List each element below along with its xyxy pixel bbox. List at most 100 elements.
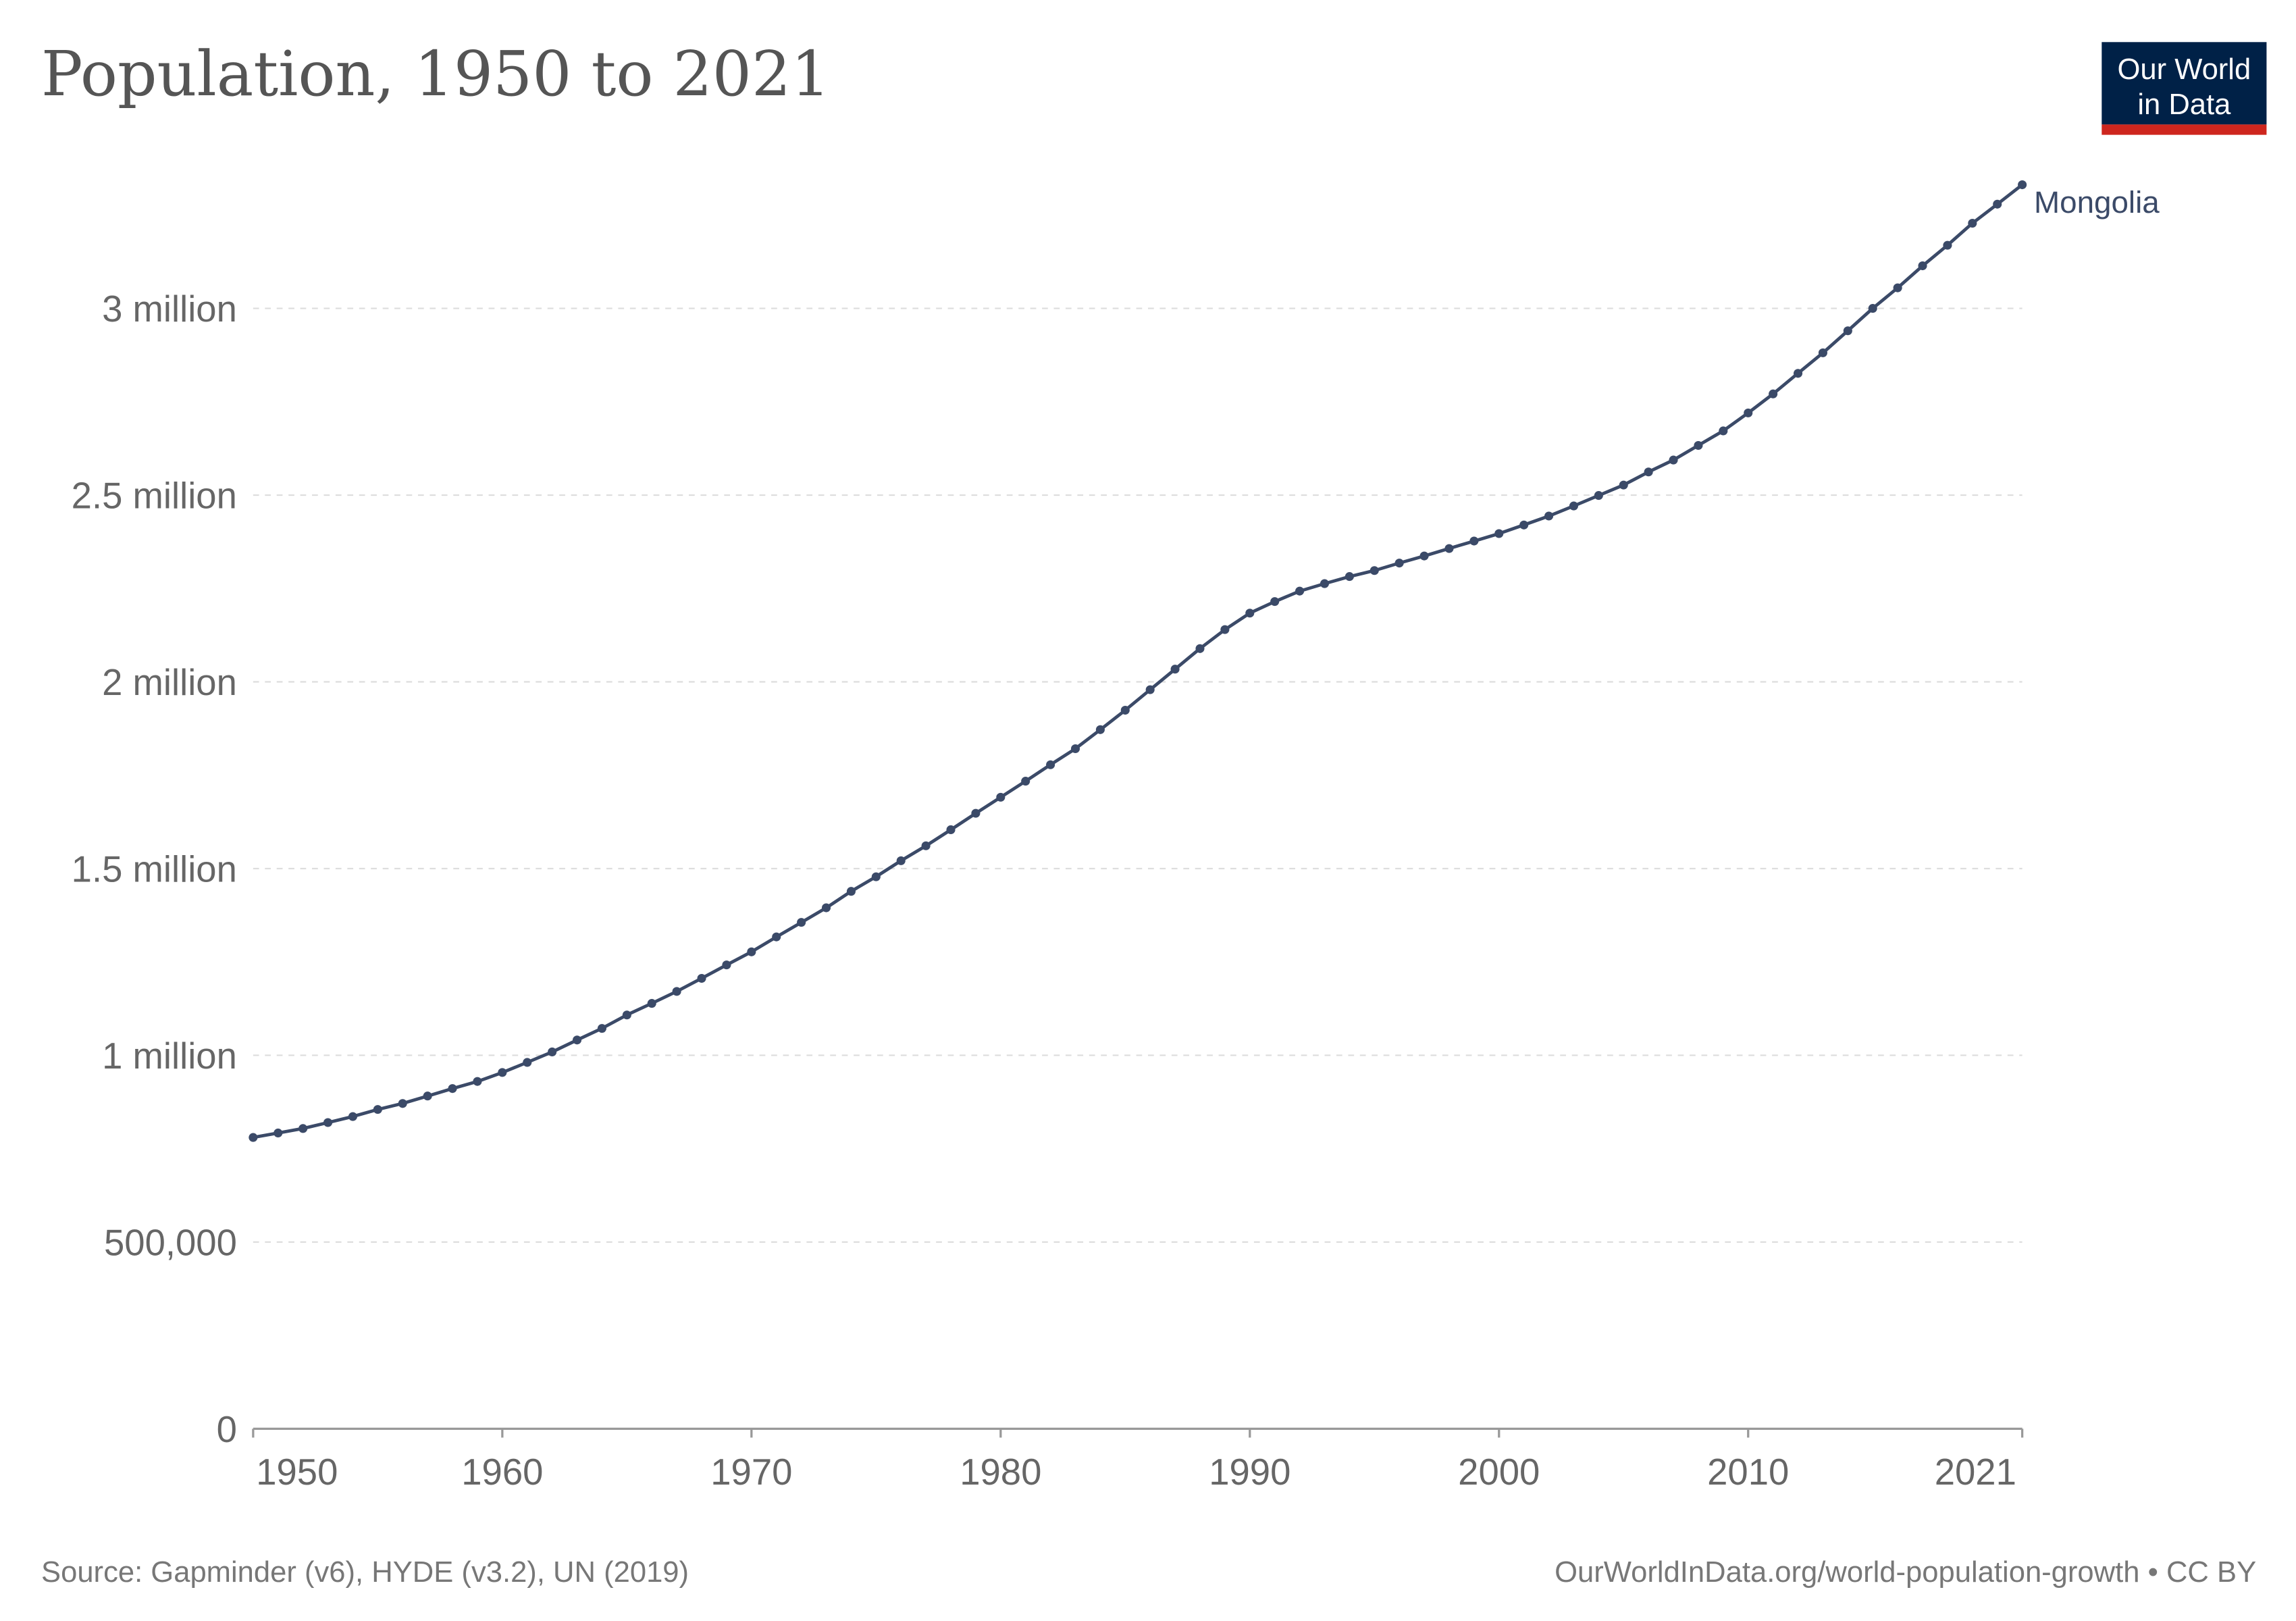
data-point (298, 1124, 308, 1133)
series-label: Mongolia (2034, 185, 2160, 220)
data-point (1369, 566, 1379, 575)
data-point (1769, 389, 1778, 398)
y-tick-label: 1.5 million (72, 849, 237, 890)
data-point (1968, 218, 1977, 228)
data-point (1320, 579, 1330, 588)
chart-title: Population, 1950 to 2021 (41, 38, 830, 110)
data-point (2018, 180, 2027, 190)
data-point (1943, 240, 1952, 250)
data-point (1046, 760, 1055, 769)
data-point (921, 841, 931, 850)
data-point (1095, 725, 1105, 734)
data-point (398, 1099, 407, 1108)
data-point (1519, 520, 1529, 530)
data-point (1195, 644, 1205, 653)
data-point (597, 1024, 606, 1033)
y-gridlines (253, 307, 2023, 1243)
data-point (1469, 536, 1479, 546)
data-point (797, 918, 806, 927)
data-point (1644, 467, 1653, 477)
data-point (1893, 283, 1902, 292)
data-point (1170, 665, 1180, 674)
data-point (1220, 625, 1230, 634)
data-point (1345, 572, 1354, 582)
data-point (1245, 609, 1255, 618)
data-point (1818, 348, 1827, 357)
data-point (1544, 511, 1554, 521)
data-point (1669, 455, 1678, 465)
x-tick-label: 2000 (1458, 1451, 1540, 1493)
data-point (1494, 529, 1504, 538)
data-point (672, 987, 681, 996)
owid-logo[interactable]: Our World in Data (2102, 42, 2267, 135)
x-axis: 1950 1960 1970 1980 1990 2000 2010 2021 (252, 1427, 2024, 1493)
y-tick-label: 3 million (102, 288, 237, 330)
data-point (1295, 586, 1305, 596)
data-point (498, 1068, 507, 1077)
data-point (647, 999, 656, 1008)
data-point (1619, 480, 1628, 490)
data-point (1594, 491, 1603, 500)
data-point (896, 856, 906, 865)
data-point (1569, 501, 1578, 511)
data-point (273, 1128, 283, 1137)
data-point (697, 974, 706, 983)
x-tick-label: 1980 (960, 1451, 1041, 1493)
logo-text-line1: Our World (2117, 53, 2251, 86)
data-point (971, 808, 981, 818)
data-point (1444, 544, 1454, 553)
x-tick-label: 1990 (1209, 1451, 1290, 1493)
data-point (523, 1058, 532, 1067)
data-point (249, 1133, 258, 1142)
data-point (448, 1084, 457, 1093)
data-point (1918, 261, 1927, 271)
x-tick-label: 1950 (256, 1451, 338, 1493)
data-point (1120, 705, 1130, 715)
y-tick-label: 2.5 million (72, 475, 237, 517)
data-point (1070, 744, 1080, 754)
x-tick-label: 1960 (461, 1451, 543, 1493)
x-tick-label: 2010 (1707, 1451, 1789, 1493)
y-tick-label: 2 million (102, 662, 237, 703)
data-point (821, 903, 831, 912)
data-point (548, 1047, 557, 1057)
data-point (423, 1091, 432, 1101)
data-point (1793, 369, 1803, 378)
data-point (1868, 304, 1877, 313)
x-tick-label: 2021 (1935, 1451, 2016, 1493)
data-point (573, 1035, 582, 1045)
data-point (1270, 597, 1280, 607)
data-point (323, 1118, 333, 1127)
x-tick-label: 1970 (710, 1451, 792, 1493)
data-point (473, 1077, 482, 1086)
data-point (1419, 551, 1429, 561)
y-axis: 0 500,000 1 million 1.5 million 2 million 2.5… (72, 288, 237, 1450)
y-tick-label: 1 million (102, 1035, 237, 1077)
data-point (1694, 440, 1703, 451)
data-point (1394, 559, 1404, 568)
y-tick-label: 0 (217, 1409, 237, 1450)
data-point (348, 1112, 358, 1121)
logo-background (2102, 42, 2267, 125)
data-point (373, 1105, 382, 1114)
data-point (1719, 426, 1728, 436)
data-point (946, 825, 956, 835)
y-tick-label: 500,000 (104, 1223, 237, 1264)
series-layer: Mongolia (249, 180, 2160, 1142)
logo-accent-bar (2102, 124, 2267, 135)
data-point (846, 887, 856, 896)
data-point (996, 792, 1006, 802)
data-point (1744, 408, 1753, 417)
source-note: Source: Gapminder (v6), HYDE (v3.2), UN … (41, 1556, 689, 1589)
data-point (772, 932, 781, 942)
logo-text-line2: in Data (2137, 88, 2231, 121)
data-point (747, 947, 756, 956)
data-point (1843, 326, 1852, 336)
data-point (1993, 199, 2002, 209)
data-point (1145, 685, 1155, 694)
data-point (871, 872, 881, 881)
series-line-mongolia (253, 183, 2024, 1139)
license-link[interactable]: OurWorldInData.org/world-population-grow… (1555, 1556, 2256, 1589)
data-point (722, 960, 731, 970)
